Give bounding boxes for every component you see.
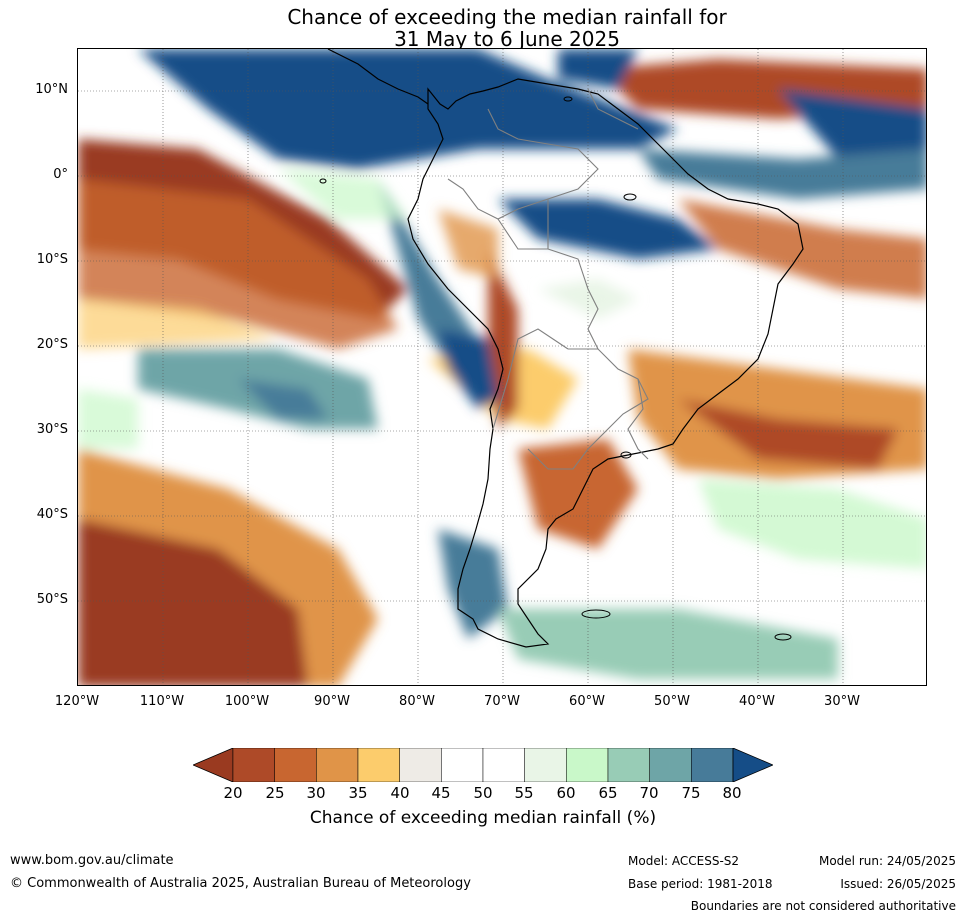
colorbar-cell [232,748,275,782]
model-run-text: Model run: 24/05/2025 [818,854,956,868]
rainfall-map [77,48,927,686]
issued-text: Issued: 26/05/2025 [840,877,956,891]
colorbar-extension-high [732,748,773,782]
colorbar-cell [649,748,692,782]
colorbar-tick-55: 55 [514,784,534,802]
lon-label-110w: 110°W [139,694,185,709]
rainfall-fields [78,49,926,685]
lat-label-20s: 20°S [36,337,68,352]
colorbar-tick-80: 80 [722,784,742,802]
lat-label-30s: 30°S [36,422,68,437]
colorbar-tick-70: 70 [639,784,659,802]
website-text: www.bom.gov.au/climate [10,853,174,868]
south-america-coastline [407,78,804,648]
colorbar-tick-35: 35 [348,784,368,802]
islands [319,96,792,641]
lat-label-10n: 10°N [35,82,68,97]
colorbar-cell [607,748,650,782]
lon-label-50w: 50°W [654,694,690,709]
colorbar-cell [482,748,525,782]
colorbar-cell [441,748,484,782]
colorbar-cell [691,748,734,782]
base-period-text: Base period: 1981-2018 [628,877,773,891]
lon-label-60w: 60°W [569,694,605,709]
lat-label-0: 0° [53,167,68,182]
colorbar-cell [524,748,567,782]
colorbar [193,748,773,782]
colorbar-cell [399,748,442,782]
colorbar-tick-45: 45 [431,784,451,802]
lon-label-120w: 120°W [54,694,100,709]
colorbar-tick-65: 65 [598,784,618,802]
colorbar-extension-low [193,748,234,782]
colorbar-cell [274,748,317,782]
lon-label-30w: 30°W [824,694,860,709]
model-text: Model: ACCESS-S2 [628,854,740,868]
colorbar-cell [316,748,359,782]
central-america-coastline [327,49,429,105]
lat-label-40s: 40°S [36,507,68,522]
lon-label-70w: 70°W [484,694,520,709]
boundaries-note: Boundaries are not considered authoritat… [690,899,956,913]
country-borders [447,88,649,470]
colorbar-tick-50: 50 [473,784,493,802]
colorbar-tick-30: 30 [306,784,326,802]
lon-label-100w: 100°W [224,694,270,709]
lon-label-80w: 80°W [399,694,435,709]
map-title-line2: 31 May to 6 June 2025 [394,27,620,51]
colorbar-cell [357,748,400,782]
colorbar-tick-60: 60 [556,784,576,802]
graticule [78,49,926,685]
lat-label-50s: 50°S [36,592,68,607]
lon-label-40w: 40°W [739,694,775,709]
colorbar-tick-75: 75 [681,784,701,802]
lat-label-10s: 10°S [36,252,68,267]
colorbar-cell [566,748,609,782]
colorbar-tick-25: 25 [265,784,285,802]
copyright-text: © Commonwealth of Australia 2025, Austra… [10,876,471,891]
map-title-line1: Chance of exceeding the median rainfall … [287,5,727,29]
colorbar-tick-40: 40 [390,784,410,802]
rainfall-map-svg [78,49,926,685]
lon-label-90w: 90°W [314,694,350,709]
colorbar-tick-20: 20 [223,784,243,802]
colorbar-label: Chance of exceeding median rainfall (%) [309,808,657,828]
